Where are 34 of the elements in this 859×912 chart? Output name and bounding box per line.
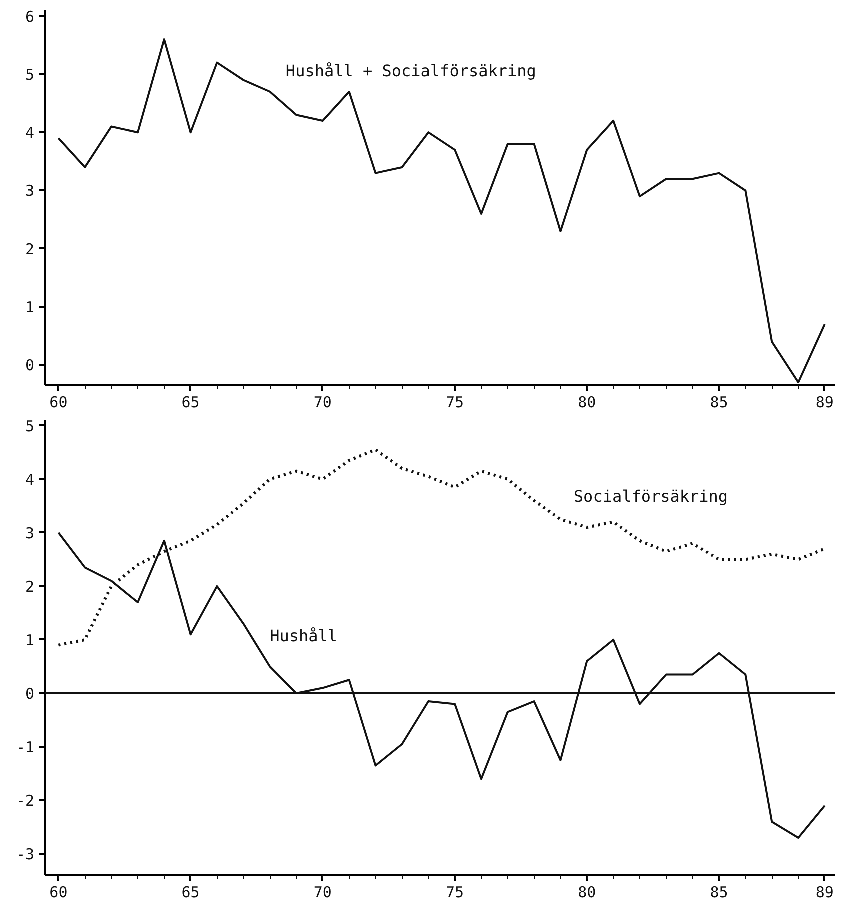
x-tick-label: 75 xyxy=(446,884,464,902)
y-tick-label: 4 xyxy=(25,124,34,142)
series-label: Socialförsäkring xyxy=(574,487,728,506)
y-tick-label: 3 xyxy=(25,524,34,542)
x-tick-label: 85 xyxy=(710,884,728,902)
x-tick-label: 65 xyxy=(182,884,200,902)
x-tick-label: 80 xyxy=(578,394,596,412)
y-tick-label: 5 xyxy=(25,417,34,436)
y-tick-label: 0 xyxy=(25,356,34,375)
y-tick-label: 5 xyxy=(25,66,34,84)
y-tick-label: 2 xyxy=(25,240,34,258)
y-tick-label: 3 xyxy=(25,182,34,200)
x-tick-label: 89 xyxy=(816,394,834,412)
series-label: Hushåll + Socialförsäkring xyxy=(286,61,536,80)
y-tick-label: 1 xyxy=(25,631,34,650)
x-tick-label: 70 xyxy=(314,884,332,902)
y-tick-label: -3 xyxy=(16,846,34,864)
series-label: Hushåll xyxy=(270,626,338,646)
x-tick-label: 80 xyxy=(578,884,596,902)
y-tick-label: -1 xyxy=(16,738,34,757)
y-tick-label: -2 xyxy=(16,792,34,810)
x-tick-label: 65 xyxy=(182,394,200,412)
y-tick-label: 6 xyxy=(25,8,34,26)
x-tick-label: 85 xyxy=(710,394,728,412)
x-tick-label: 75 xyxy=(446,394,464,412)
y-tick-label: 1 xyxy=(25,298,34,317)
y-tick-label: 2 xyxy=(25,578,34,596)
y-tick-label: 0 xyxy=(25,685,34,703)
line-series xyxy=(58,38,826,384)
y-tick-label: 4 xyxy=(25,470,34,489)
x-tick-label: 70 xyxy=(314,394,332,412)
x-tick-label: 60 xyxy=(50,884,68,902)
x-tick-label: 60 xyxy=(50,394,68,412)
x-tick-label: 89 xyxy=(816,884,834,902)
